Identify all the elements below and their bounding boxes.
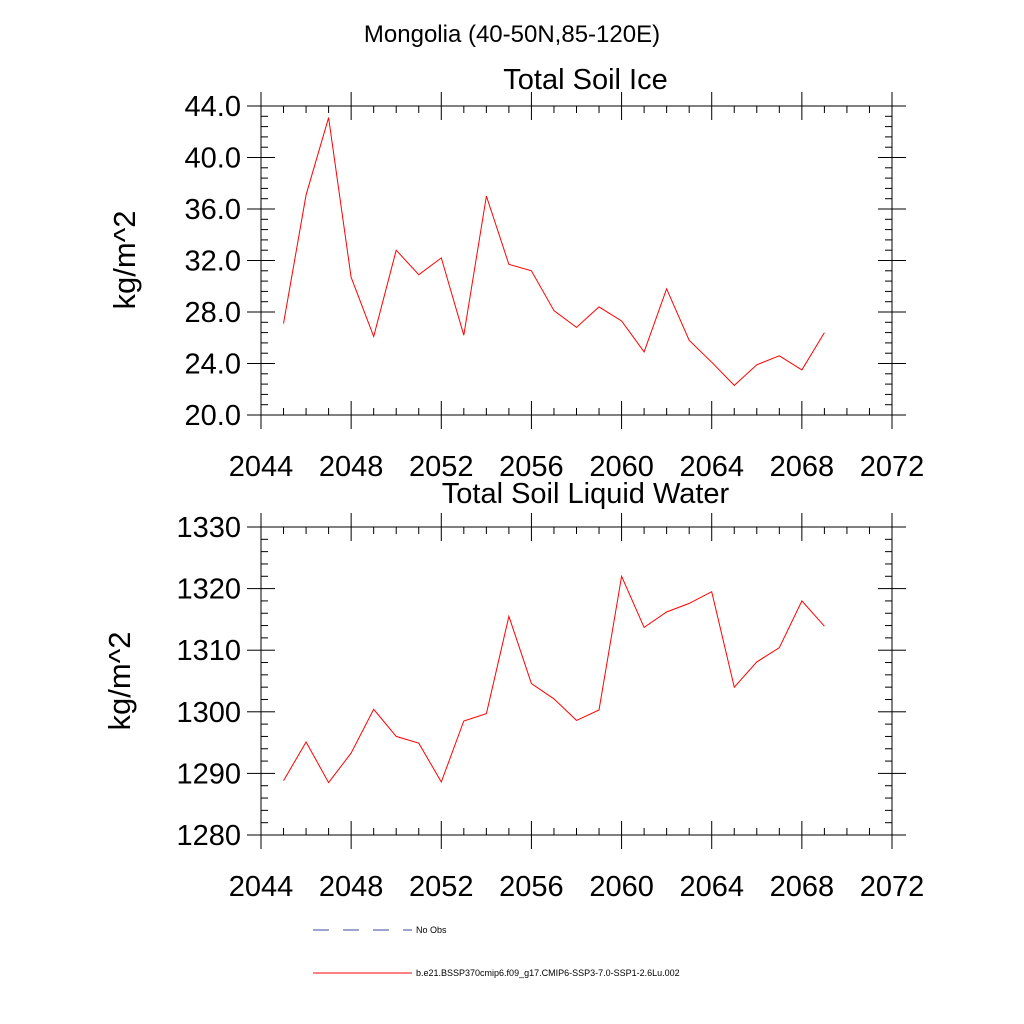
x-tick-label: 2060 [589,871,654,903]
x-tick-label: 2068 [770,871,835,903]
legend-label-model-run: b.e21.BSSP370cmip6.f09_g17.CMIP6-SSP3-7.… [416,968,680,978]
x-tick-label: 2056 [499,871,564,903]
legend: No Obs b.e21.BSSP370cmip6.f09_g17.CMIP6-… [313,925,680,978]
y-tick-label: 40.0 [185,143,241,175]
legend-label-no-obs: No Obs [416,925,447,935]
x-tick-label: 2064 [679,451,744,483]
chart-title: Total Soil Ice [503,64,667,96]
x-tick-label: 2048 [319,451,384,483]
x-tick-label: 2044 [229,451,294,483]
x-tick-label: 2072 [860,871,925,903]
y-tick-label: 36.0 [185,194,241,226]
chart-title: Total Soil Liquid Water [442,478,730,510]
x-tick-label: 2048 [319,871,384,903]
y-tick-label: 44.0 [185,91,241,123]
x-tick-label: 2060 [589,451,654,483]
series-line [283,117,825,387]
y-tick-label: 1320 [176,574,241,606]
x-tick-label: 2064 [679,871,744,903]
x-tick-label: 2072 [860,451,925,483]
y-tick-label: 1280 [176,820,241,852]
y-tick-label: 32.0 [185,246,241,278]
y-tick-label: 28.0 [185,297,241,329]
y-tick-label: 1290 [176,758,241,790]
y-tick-label: 1300 [176,697,241,729]
chart-total-soil-ice: Total Soil Ice 2044 2048 2052 2056 2060 2064 20… [107,64,924,483]
y-tick-label: 24.0 [185,349,241,381]
x-tick-label: 2052 [409,871,474,903]
y-tick-label: 1310 [176,635,241,667]
x-tick-label: 2068 [770,451,835,483]
x-tick-label: 2052 [409,451,474,483]
plot-frame [260,105,893,416]
plot-frame [260,526,893,836]
x-tick-label: 2044 [229,871,294,903]
chart-total-soil-liquid-water: Total Soil Liquid Water 2044 2048 2052 2056 2… [102,478,924,903]
figure-title: Mongolia (40-50N,85-120E) [364,21,660,48]
y-axis-label: kg/m^2 [102,632,137,731]
y-axis-label: kg/m^2 [107,211,142,310]
x-tick-label: 2056 [499,451,564,483]
series-line [283,574,825,784]
y-tick-label: 20.0 [185,400,241,432]
y-tick-label: 1330 [176,512,241,544]
